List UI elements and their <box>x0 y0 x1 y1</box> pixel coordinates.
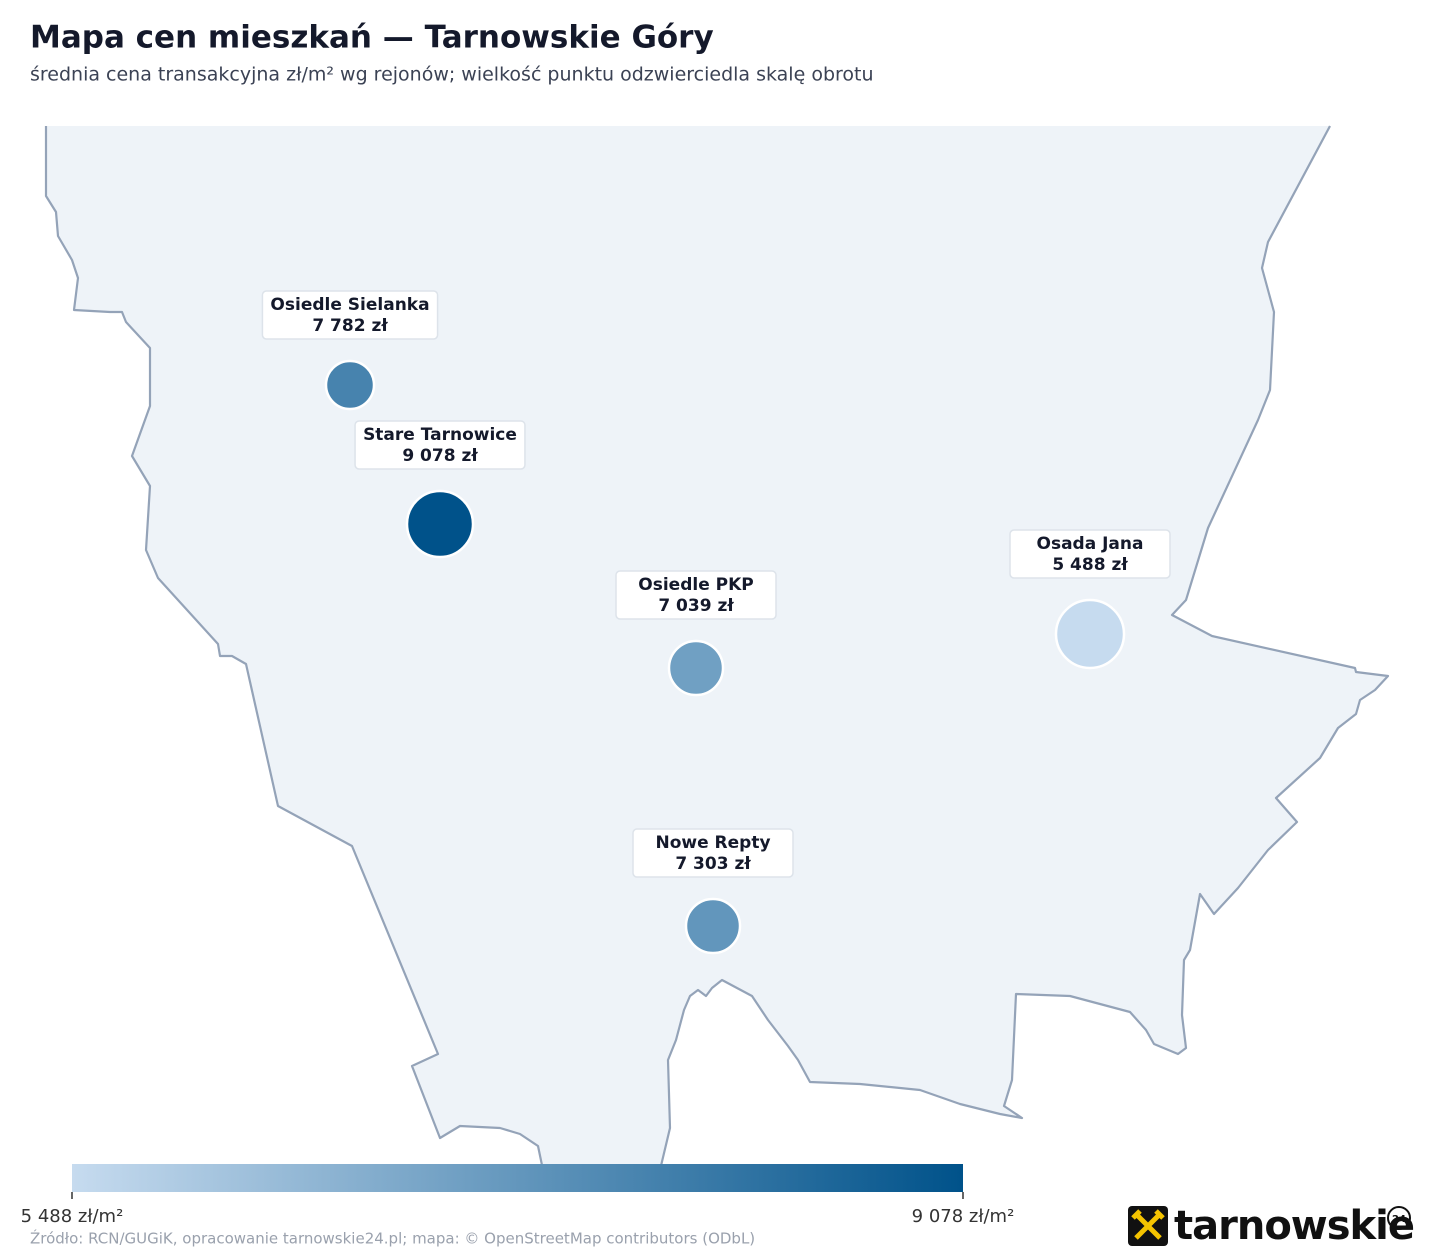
region-label: Osiedle Sielanka <box>270 295 429 315</box>
price-bubble <box>667 639 725 697</box>
source-note: Źródło: RCN/GUGiK, opracowanie tarnowski… <box>30 1229 755 1248</box>
chart-subtitle: średnia cena transakcyjna zł/m² wg rejon… <box>30 64 874 86</box>
price-label: 7 039 zł <box>658 596 734 616</box>
chart-title: Mapa cen mieszkań — Tarnowskie Góry <box>30 20 714 56</box>
colorbar <box>72 1164 963 1192</box>
district-area <box>46 126 1388 1170</box>
logo-badge: 24 <box>1392 1214 1406 1225</box>
colorbar-tick-label: 5 488 zł/m² <box>21 1206 124 1227</box>
map <box>44 125 1390 1171</box>
label-box <box>261 290 439 340</box>
label-box <box>632 828 794 878</box>
logo-hammers <box>1131 1209 1165 1240</box>
region-label: Nowe Repty <box>655 833 770 853</box>
label-box <box>615 570 777 620</box>
price-label: 5 488 zł <box>1052 555 1128 575</box>
label-box <box>354 420 526 470</box>
price-bubble <box>1054 598 1126 670</box>
price-label: 9 078 zł <box>402 446 478 466</box>
colorbar-tick-label: 9 078 zł/m² <box>912 1206 1015 1227</box>
logo-text: tarnowskie <box>1174 1203 1414 1249</box>
logo-badge-ring <box>1387 1206 1411 1230</box>
price-bubble <box>405 489 475 559</box>
region-label: Osada Jana <box>1037 534 1144 554</box>
label-box <box>1009 529 1171 579</box>
price-bubble <box>684 897 742 955</box>
logo: tarnowskie 24 <box>1128 1203 1415 1249</box>
price-bubble <box>324 359 376 411</box>
region-label: Osiedle PKP <box>638 575 753 595</box>
district-border <box>44 125 1390 1171</box>
region-label: Stare Tarnowice <box>363 425 517 445</box>
price-label: 7 303 zł <box>675 854 751 874</box>
price-label: 7 782 zł <box>312 316 388 336</box>
